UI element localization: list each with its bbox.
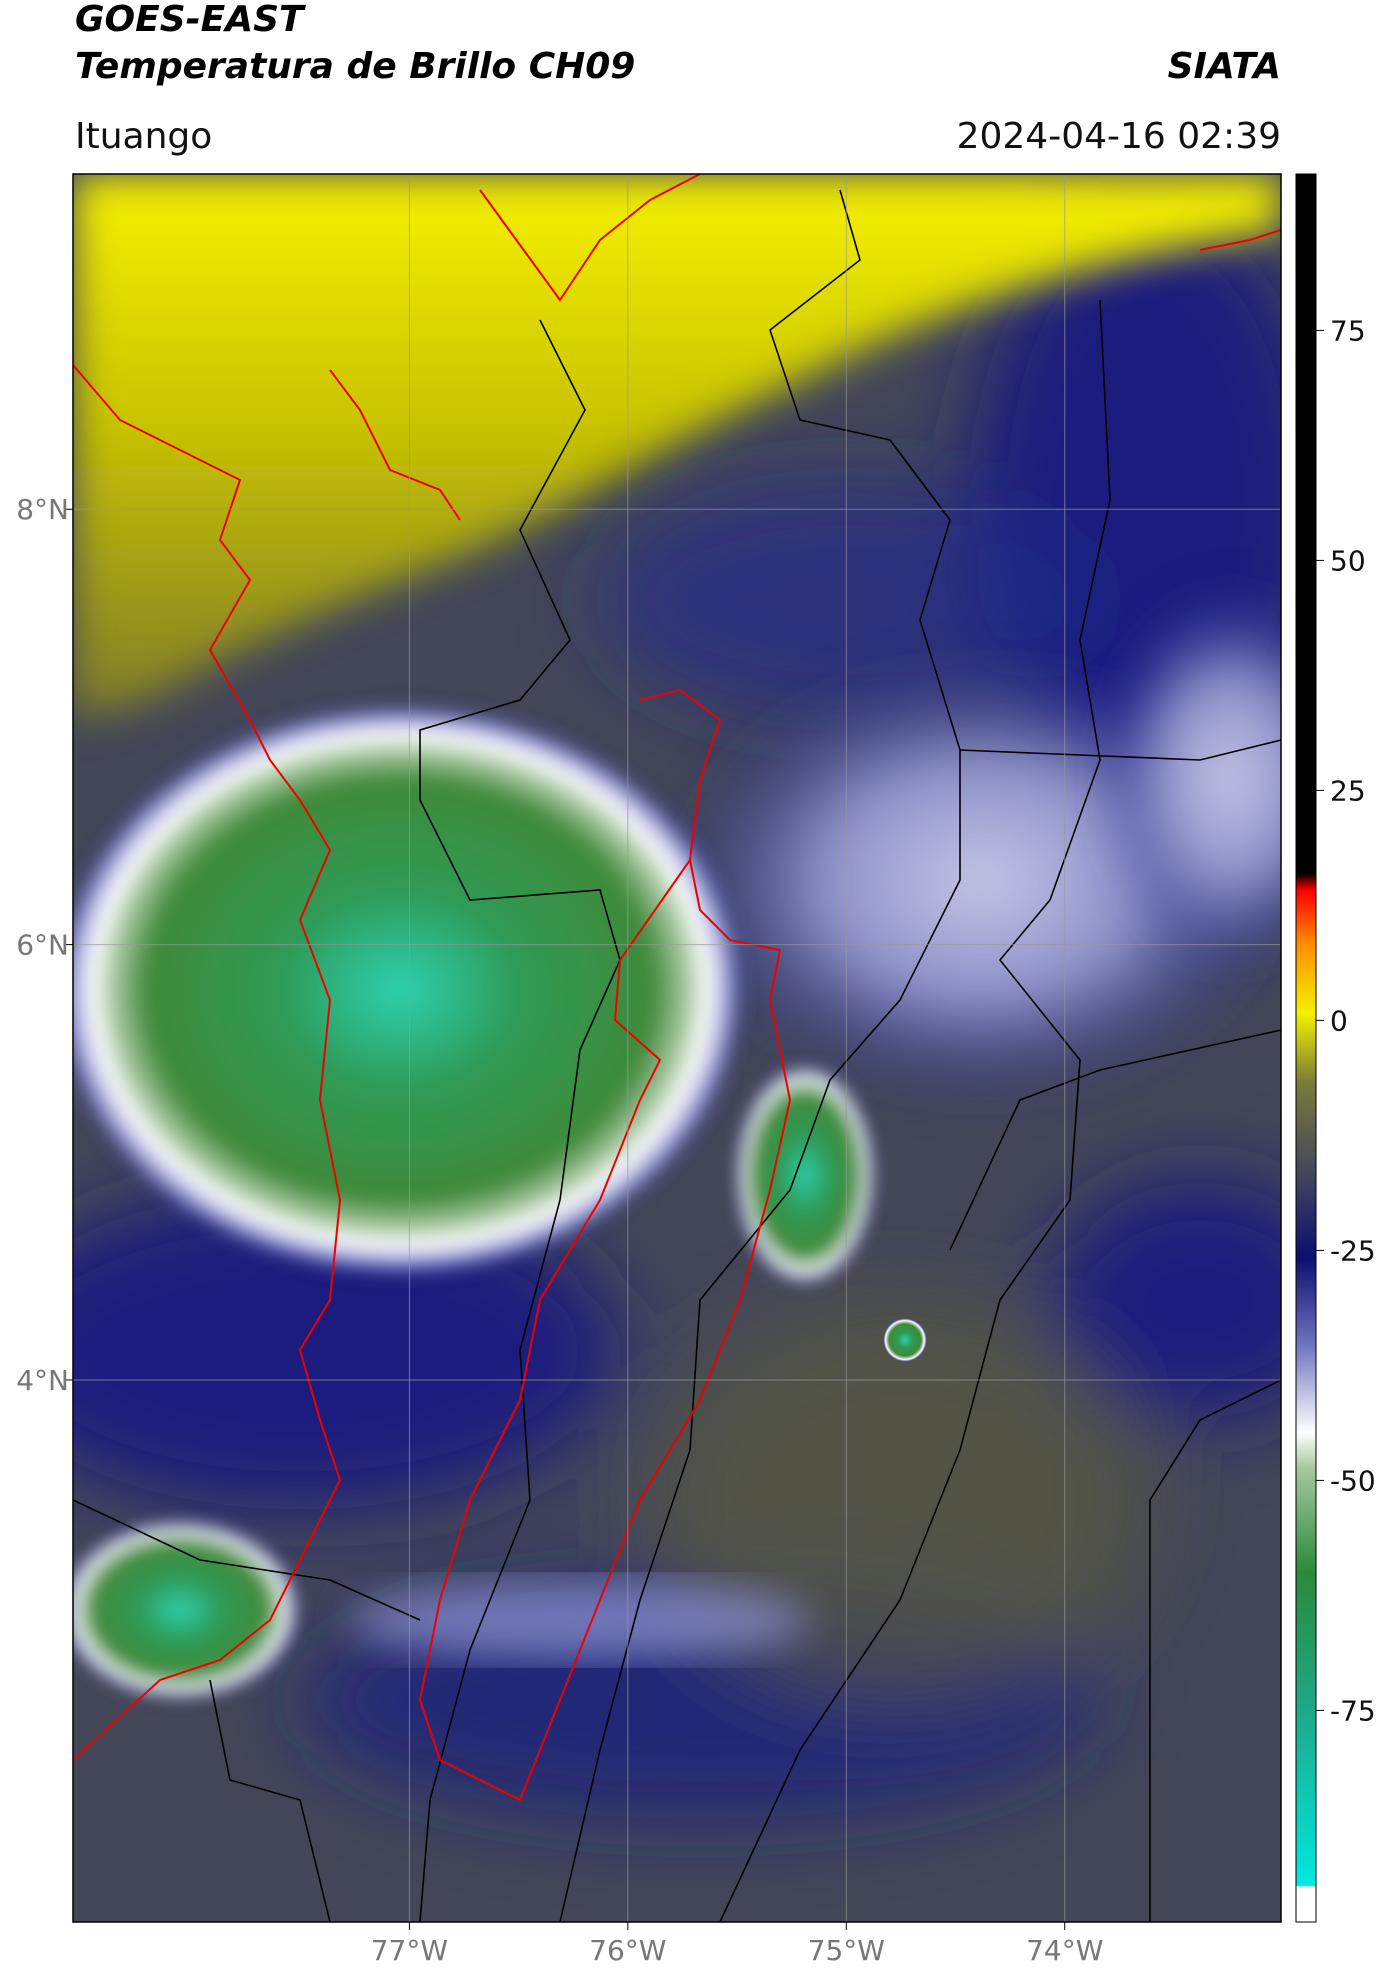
- location: Ituango: [75, 116, 212, 157]
- x-tick-label: 77°W: [371, 1934, 448, 1967]
- colorbar-tick-label: 75: [1330, 314, 1366, 347]
- colorbar: [1295, 173, 1317, 1923]
- y-tick-label: 6°N: [16, 929, 69, 962]
- colorbar-tick-label: -50: [1330, 1464, 1376, 1497]
- x-tick-label: 75°W: [808, 1934, 885, 1967]
- x-tick-label: 74°W: [1026, 1934, 1103, 1967]
- colorbar-tick-label: 50: [1330, 544, 1366, 577]
- y-tick-label: 4°N: [16, 1364, 69, 1397]
- graticule: [73, 174, 1281, 1922]
- brand: SIATA: [1168, 46, 1281, 87]
- coastline-borders: [73, 174, 1281, 1802]
- colorbar-tick-label: 25: [1330, 774, 1366, 807]
- admin-borders: [73, 189, 1281, 1922]
- map-image: [73, 174, 1281, 1922]
- colorbar-tick-label: -25: [1330, 1234, 1376, 1267]
- axes: 77°W 76°W 75°W 74°W 8°N 6°N 4°N 75 50 25 0 -25 -50 -7…: [16, 314, 1376, 1967]
- colorbar-tick-label: 0: [1330, 1004, 1348, 1037]
- y-tick-label: 8°N: [16, 493, 69, 526]
- title: GOES-EAST: [75, 0, 306, 40]
- subtitle: Temperatura de Brillo CH09: [75, 46, 635, 87]
- map-frame: [72, 173, 1282, 1923]
- timestamp: 2024-04-16 02:39: [957, 116, 1281, 157]
- colorbar-tick-label: -75: [1330, 1694, 1376, 1727]
- x-tick-label: 76°W: [589, 1934, 666, 1967]
